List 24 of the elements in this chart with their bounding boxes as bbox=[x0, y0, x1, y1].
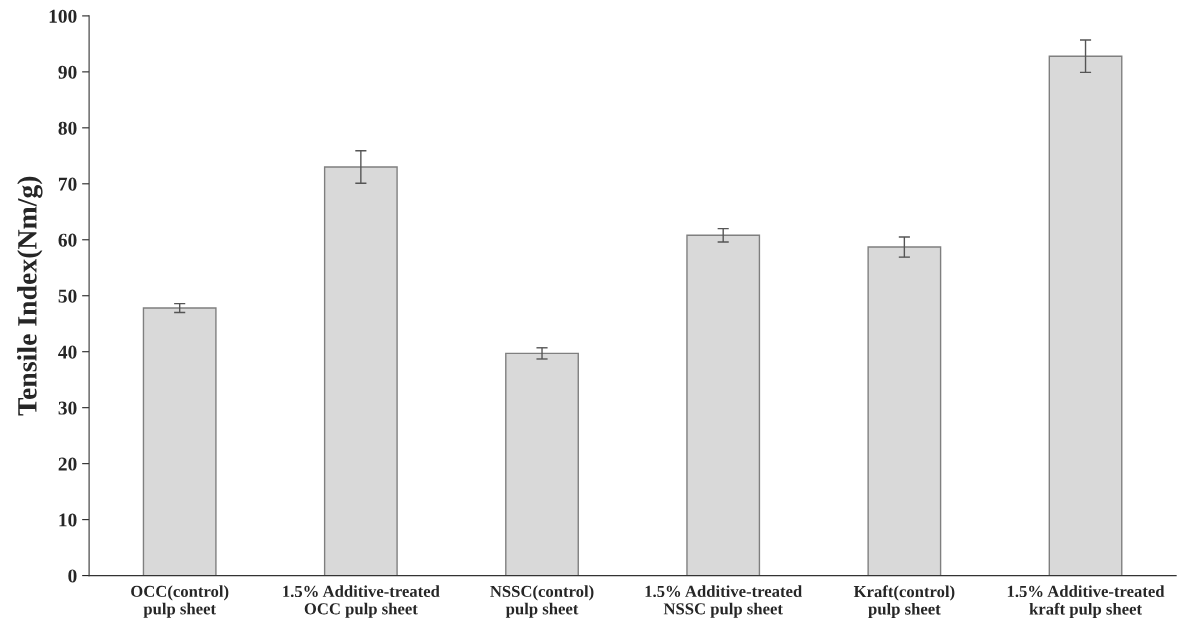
y-tick-label: 80 bbox=[58, 121, 77, 135]
bar bbox=[323, 166, 398, 576]
y-tick-label: 70 bbox=[58, 177, 77, 191]
y-tick-label: 100 bbox=[49, 9, 77, 23]
x-tick-label: 1.5% Additive-treated kraft pulp sheet bbox=[1007, 585, 1165, 619]
y-tick-label: 60 bbox=[58, 233, 77, 247]
bar bbox=[142, 307, 217, 576]
bar bbox=[686, 234, 761, 576]
x-tick-label: 1.5% Additive-treated NSSC pulp sheet bbox=[645, 585, 803, 618]
bar bbox=[1048, 55, 1123, 576]
bar bbox=[505, 352, 579, 576]
x-tick-label: NSSC(control) pulp sheet bbox=[490, 585, 594, 618]
x-tick-label: Kraft(control) pulp sheet bbox=[853, 585, 955, 619]
x-tick-label: OCC(control) pulp sheet bbox=[131, 585, 229, 618]
y-tick-label: 20 bbox=[58, 457, 77, 471]
y-tick-label: 10 bbox=[59, 513, 77, 527]
y-tick-label: 50 bbox=[58, 289, 77, 303]
y-tick-label: 30 bbox=[58, 401, 77, 415]
bar bbox=[867, 246, 942, 576]
y-tick-label: 90 bbox=[58, 65, 77, 79]
x-tick-label: 1.5% Additive-treated OCC pulp sheet bbox=[283, 585, 440, 618]
y-tick-label: 40 bbox=[58, 345, 77, 359]
y-axis-title: Tensile Index(Nm/g) bbox=[17, 176, 43, 416]
y-tick-label: 0 bbox=[68, 569, 77, 583]
